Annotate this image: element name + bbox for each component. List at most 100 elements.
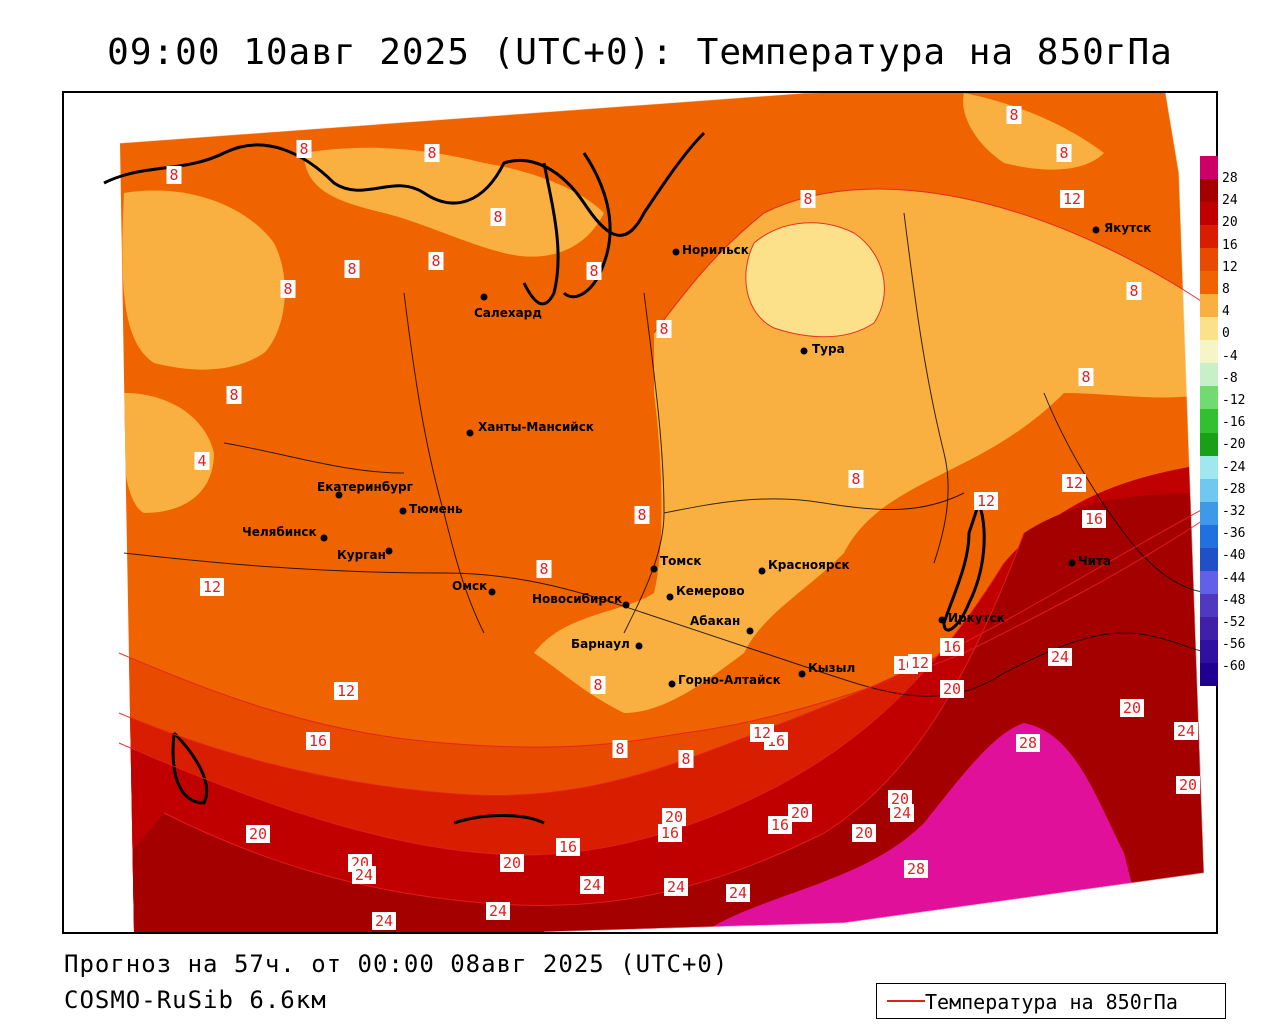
isotherm-label-bg — [1082, 510, 1106, 528]
isotherm-label-bg — [1126, 282, 1142, 300]
isotherm-label-bg — [1048, 648, 1072, 666]
isotherm-label: 24 — [1048, 648, 1072, 666]
isotherm-label-bg — [166, 166, 182, 184]
isotherm-label-bg — [726, 884, 750, 902]
isotherm-label: 16 — [658, 824, 682, 842]
colorbar-segment — [1200, 248, 1218, 272]
isotherm-label-text: 8 — [1129, 282, 1138, 300]
city-label: Горно-Алтайск — [678, 673, 781, 687]
city-marker: Кызыл — [798, 661, 855, 678]
isotherm-label-text: 8 — [803, 190, 812, 208]
isotherm-label-text: 20 — [1123, 699, 1141, 717]
isotherm-label: 8 — [634, 506, 650, 524]
isotherm-label-bg — [852, 824, 876, 842]
isotherm-label-text: 8 — [593, 676, 602, 694]
city-dot — [666, 593, 674, 601]
city-label: Новосибирск — [532, 592, 622, 606]
isotherm-label: 12 — [908, 654, 932, 672]
isotherm-label-text: 28 — [1019, 734, 1037, 752]
isotherm-label-text: 8 — [1009, 106, 1018, 124]
isotherm-label: 8 — [166, 166, 182, 184]
isotherm-label-text: 8 — [539, 560, 548, 578]
colorbar-segment — [1200, 294, 1218, 318]
isotherm-label-bg — [344, 260, 360, 278]
isotherm-label: 24 — [580, 876, 604, 894]
isotherm-label: 8 — [590, 676, 606, 694]
colorbar-segment — [1200, 501, 1218, 526]
isotherm-label: 20 — [246, 825, 270, 843]
isotherm-label-bg — [1056, 144, 1072, 162]
city-dot — [480, 293, 488, 301]
colorbar-tick-label: -20 — [1222, 437, 1246, 453]
isotherm-label-text: 12 — [337, 682, 355, 700]
isotherm-label: 16 — [768, 816, 792, 834]
isotherm-label: 12 — [200, 578, 224, 596]
isotherm-label-bg — [590, 676, 606, 694]
isotherm-label: 8 — [280, 280, 296, 298]
city-marker: Абакан — [690, 614, 754, 635]
colorbar-segment — [1200, 179, 1218, 203]
colorbar-segment — [1200, 547, 1218, 572]
city-dot — [399, 507, 407, 515]
colorbar-segment — [1200, 340, 1218, 364]
city-marker: Омск — [452, 579, 496, 596]
city-marker: Красноярск — [758, 558, 850, 575]
isotherm-label: 8 — [848, 470, 864, 488]
isotherm-label-bg — [1176, 776, 1200, 794]
arctic-coastline — [103, 131, 706, 237]
isotherm-label: 8 — [296, 140, 312, 158]
isotherm-label-bg — [908, 654, 932, 672]
isotherm-label: 24 — [352, 866, 376, 884]
isotherm-label: 12 — [1060, 190, 1084, 208]
isotherm-label-text: 24 — [489, 902, 507, 920]
isotherm-label: 8 — [424, 144, 440, 162]
city-marker: Норильск — [672, 243, 749, 257]
isotherm-label-bg — [662, 808, 686, 826]
isotherm-label-text: 12 — [911, 654, 929, 672]
cities: Якутск Норильск Салехард Тура Ханты-Мансийск… — [242, 221, 1151, 688]
isotherm-label-bg — [580, 876, 604, 894]
temperature-map: Якутск Норильск Салехард Тура Ханты-Мансийск… — [62, 91, 1218, 934]
city-label: Красноярск — [768, 558, 850, 572]
isotherm-label-text: 24 — [583, 876, 601, 894]
colorbar-tick-label: 20 — [1222, 215, 1238, 231]
colorbar-segment — [1200, 156, 1218, 180]
city-label: Кызыл — [808, 661, 855, 675]
forecast-info: Прогноз на 57ч. от 00:00 08авг 2025 (UTC… — [64, 950, 729, 978]
isotherm-label-bg — [306, 732, 330, 750]
colorbar-tick-label: -12 — [1222, 393, 1246, 408]
city-label: Иркутск — [948, 611, 1005, 625]
city-marker: Челябинск — [242, 525, 328, 542]
isotherm-label: 24 — [372, 912, 396, 930]
isotherm-label-bg — [200, 578, 224, 596]
isotherm-label-text: 20 — [891, 790, 909, 808]
city-marker: Кемерово — [666, 584, 745, 601]
yamal-coastline — [562, 152, 612, 299]
isotherm-label-text: 16 — [943, 638, 961, 656]
isotherm-label-bg — [334, 682, 358, 700]
isotherm-label-bg — [490, 208, 506, 226]
isotherm-label-text: 24 — [375, 912, 393, 930]
admin-boundaries — [123, 212, 1215, 697]
isotherm-label-bg — [352, 866, 376, 884]
isotherm-label-text: 8 — [589, 262, 598, 280]
city-marker: Горно-Алтайск — [668, 673, 781, 688]
isotherm-label-bg — [788, 804, 812, 822]
isotherm-label: 12 — [334, 682, 358, 700]
city-label: Челябинск — [242, 525, 317, 539]
isotherm-label-bg — [888, 790, 912, 808]
city-dot — [758, 567, 766, 575]
city-label: Ханты-Мансийск — [478, 420, 594, 434]
isotherm-label-bg — [246, 825, 270, 843]
colorbar-tick-label: -44 — [1222, 570, 1246, 586]
isotherm-label: 4 — [194, 452, 210, 470]
isotherm-label: 8 — [1006, 106, 1022, 124]
isotherm-label-text: 8 — [637, 506, 646, 524]
isotherm-label-text: 24 — [729, 884, 747, 902]
city-dot — [1092, 226, 1100, 234]
isotherm-label: 28 — [904, 860, 928, 878]
isotherm-label-text: 20 — [249, 825, 267, 843]
city-dot — [800, 347, 808, 355]
isotherm-label-bg — [372, 912, 396, 930]
isotherm-label-bg — [428, 252, 444, 270]
